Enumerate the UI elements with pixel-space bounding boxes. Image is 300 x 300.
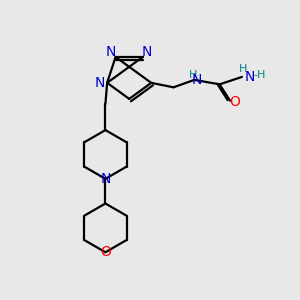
Text: H: H bbox=[239, 64, 248, 74]
Text: H: H bbox=[189, 70, 197, 80]
Text: -H: -H bbox=[254, 70, 266, 80]
Text: N: N bbox=[191, 73, 202, 87]
Text: N: N bbox=[106, 46, 116, 59]
Text: N: N bbox=[245, 70, 255, 84]
Text: O: O bbox=[229, 95, 240, 109]
Text: O: O bbox=[100, 245, 111, 259]
Text: N: N bbox=[94, 76, 105, 90]
Text: N: N bbox=[142, 46, 152, 59]
Text: N: N bbox=[100, 172, 111, 186]
